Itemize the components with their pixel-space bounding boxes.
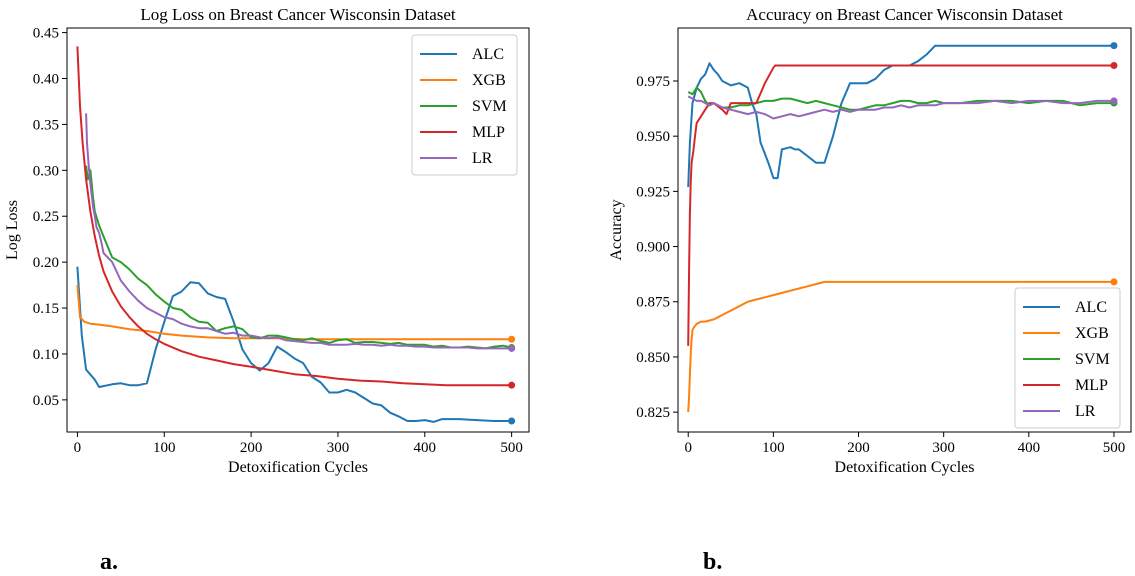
- chart-accuracy: Accuracy on Breast Cancer Wisconsin Data…: [608, 5, 1132, 476]
- x-tick-label: 400: [1018, 440, 1041, 456]
- x-tick-label: 500: [500, 440, 523, 456]
- series-line-lr: [85, 113, 512, 350]
- end-marker-alc: [508, 417, 516, 425]
- x-axis-label: Detoxification Cycles: [835, 459, 975, 476]
- series-line-xgb: [687, 280, 1114, 413]
- x-tick-label: 300: [327, 440, 350, 456]
- legend-label-alc: ALC: [472, 46, 504, 63]
- series-line-mlp: [76, 46, 512, 387]
- legend-label-lr: LR: [1075, 403, 1096, 420]
- legend-label-lr: LR: [472, 150, 493, 167]
- series-line-lr: [687, 95, 1114, 120]
- legend-label-alc: ALC: [1075, 299, 1107, 316]
- end-marker-lr: [508, 344, 516, 352]
- x-tick-label: 100: [153, 440, 176, 456]
- y-axis-label: Log Loss: [4, 200, 21, 260]
- chart-title: Log Loss on Breast Cancer Wisconsin Data…: [140, 5, 456, 24]
- legend: ALC XGB SVM MLP LR: [1014, 287, 1121, 429]
- series-line-alc: [76, 266, 512, 423]
- axes-frame: [677, 27, 1132, 433]
- series-line-mlp: [687, 64, 1114, 346]
- panel-label-a: a.: [100, 549, 118, 575]
- end-marker-xgb: [1110, 278, 1118, 286]
- y-tick-label: 0.950: [636, 129, 670, 145]
- chart-title: Accuracy on Breast Cancer Wisconsin Data…: [746, 5, 1063, 24]
- series-line-svm: [687, 86, 1114, 111]
- series-line-alc: [687, 44, 1114, 188]
- end-marker-mlp: [1110, 62, 1118, 70]
- axes-frame: [66, 27, 530, 433]
- y-tick-label: 0.900: [636, 240, 670, 256]
- x-tick-label: 100: [762, 440, 785, 456]
- end-marker-xgb: [508, 335, 516, 343]
- x-tick-label: 300: [932, 440, 955, 456]
- x-tick-label: 500: [1103, 440, 1126, 456]
- y-tick-label: 0.15: [33, 301, 59, 317]
- legend-box: [1014, 287, 1121, 429]
- end-marker-lr: [1110, 97, 1118, 105]
- x-tick-label: 0: [74, 440, 82, 456]
- y-tick-label: 0.10: [33, 347, 59, 363]
- x-tick-label: 200: [847, 440, 870, 456]
- end-marker-alc: [1110, 42, 1118, 50]
- end-marker-mlp: [508, 381, 516, 389]
- y-tick-label: 0.25: [33, 209, 59, 225]
- y-axis-label: Accuracy: [608, 199, 625, 260]
- y-tick-label: 0.40: [33, 72, 59, 88]
- panel-label-b: b.: [703, 549, 723, 575]
- y-tick-label: 0.05: [33, 393, 59, 409]
- y-tick-label: 0.20: [33, 255, 59, 271]
- series-line-xgb: [76, 285, 512, 341]
- x-tick-label: 200: [240, 440, 263, 456]
- series-line-svm: [85, 165, 512, 350]
- chart-log-loss: Log Loss on Breast Cancer Wisconsin Data…: [4, 5, 530, 476]
- y-tick-label: 0.45: [33, 26, 59, 42]
- y-tick-label: 0.925: [636, 184, 670, 200]
- legend-label-mlp: MLP: [1075, 377, 1108, 394]
- legend: ALC XGB SVM MLP LR: [411, 34, 518, 176]
- y-tick-label: 0.825: [636, 405, 670, 421]
- y-tick-label: 0.850: [636, 350, 670, 366]
- x-tick-label: 400: [414, 440, 437, 456]
- y-tick-label: 0.975: [636, 74, 670, 90]
- y-tick-label: 0.875: [636, 295, 670, 311]
- legend-box: [411, 34, 518, 176]
- legend-label-xgb: XGB: [1075, 325, 1109, 342]
- x-tick-label: 0: [684, 440, 692, 456]
- legend-label-mlp: MLP: [472, 124, 505, 141]
- x-axis-label: Detoxification Cycles: [228, 459, 368, 476]
- legend-label-svm: SVM: [1075, 351, 1110, 368]
- y-tick-label: 0.35: [33, 117, 59, 133]
- legend-label-xgb: XGB: [472, 72, 506, 89]
- y-tick-label: 0.30: [33, 163, 59, 179]
- legend-label-svm: SVM: [472, 98, 507, 115]
